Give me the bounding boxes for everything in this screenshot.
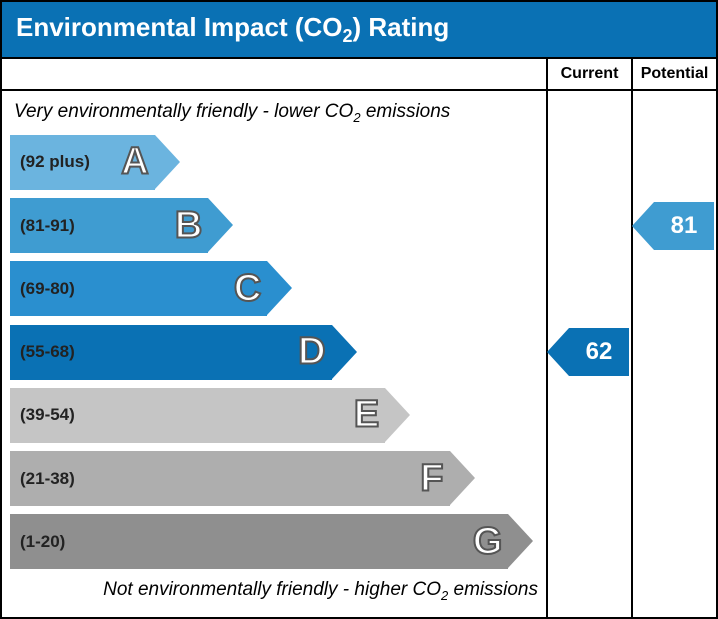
marker-value: 81 (671, 212, 698, 240)
band-range: (21-38) (10, 469, 75, 489)
chart-area: Very environmentally friendly - lower CO… (2, 91, 546, 617)
band-range: (1-20) (10, 532, 65, 552)
band-bar: (81-91) B (10, 198, 208, 253)
header-spacer (2, 59, 546, 89)
band-range: (39-54) (10, 405, 75, 425)
header-current: Current (546, 59, 631, 89)
band-f: (21-38) F (10, 451, 546, 506)
band-c: (69-80) C (10, 261, 546, 316)
current-marker: 62 (569, 328, 629, 376)
band-g: (1-20) G (10, 514, 546, 569)
caption-bottom: Not environmentally friendly - higher CO… (2, 573, 546, 609)
band-b: (81-91) B (10, 198, 546, 253)
band-d: (55-68) D (10, 325, 546, 380)
body-row: Very environmentally friendly - lower CO… (2, 91, 716, 617)
band-range: (55-68) (10, 342, 75, 362)
chart-title: Environmental Impact (CO2) Rating (2, 2, 716, 59)
band-range: (69-80) (10, 279, 75, 299)
band-letter: G (473, 520, 503, 563)
band-bar: (69-80) C (10, 261, 267, 316)
band-letter: B (175, 204, 202, 247)
current-column: 62 (546, 91, 631, 617)
marker-value: 62 (586, 338, 613, 366)
band-bar: (39-54) E (10, 388, 385, 443)
band-range: (92 plus) (10, 152, 90, 172)
potential-column: 81 (631, 91, 716, 617)
band-letter: E (354, 394, 379, 437)
rating-bands: (92 plus) A (81-91) B (69-80) C (55-68) D (39-54… (2, 131, 546, 573)
band-range: (81-91) (10, 216, 75, 236)
band-letter: F (420, 457, 443, 500)
band-bar: (21-38) F (10, 451, 450, 506)
band-letter: A (121, 141, 148, 184)
band-letter: C (234, 267, 261, 310)
header-row: Current Potential (2, 59, 716, 91)
rating-chart: Environmental Impact (CO2) Rating Curren… (0, 0, 718, 619)
band-bar: (55-68) D (10, 325, 332, 380)
band-letter: D (298, 331, 325, 374)
band-bar: (92 plus) A (10, 135, 155, 190)
band-bar: (1-20) G (10, 514, 508, 569)
band-e: (39-54) E (10, 388, 546, 443)
potential-marker: 81 (654, 202, 714, 250)
header-potential: Potential (631, 59, 716, 89)
caption-top: Very environmentally friendly - lower CO… (2, 99, 546, 131)
band-a: (92 plus) A (10, 135, 546, 190)
